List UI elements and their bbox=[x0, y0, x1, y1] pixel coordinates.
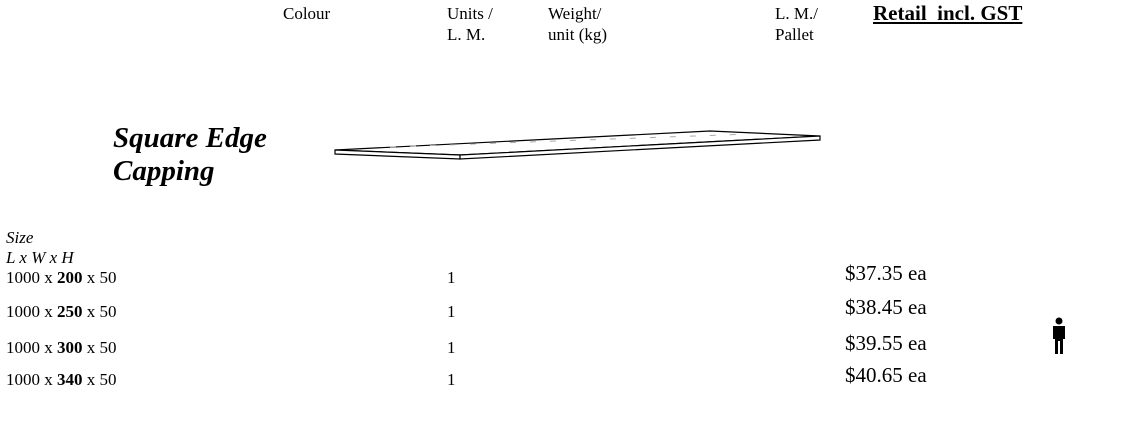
size-part: 250 bbox=[57, 302, 83, 321]
size-part: 1000 x bbox=[6, 338, 57, 357]
header-pallet: L. M./ bbox=[775, 4, 818, 23]
size-part: x 50 bbox=[82, 370, 117, 389]
size-part: x 50 bbox=[82, 338, 117, 357]
size-part: x 50 bbox=[82, 302, 117, 321]
size-part: 300 bbox=[57, 338, 83, 357]
person-icon bbox=[1053, 317, 1065, 354]
header-units: Units / bbox=[447, 4, 493, 23]
product-drawing bbox=[334, 130, 821, 160]
header-colour: Colour bbox=[283, 4, 331, 23]
header-pallet: Pallet bbox=[775, 25, 814, 44]
price: $37.35 ea bbox=[845, 261, 927, 285]
header-units: L. M. bbox=[447, 25, 486, 44]
units: 1 bbox=[447, 370, 456, 389]
size: 1000 x 200 x 50 bbox=[6, 268, 117, 287]
product-title: Square Edge bbox=[113, 122, 267, 154]
header-weight: Weight/ bbox=[548, 4, 602, 23]
size-part: 340 bbox=[57, 370, 83, 389]
size-part: 1000 x bbox=[6, 268, 57, 287]
size-part: 200 bbox=[57, 268, 83, 287]
price: $39.55 ea bbox=[845, 331, 927, 355]
size: 1000 x 250 x 50 bbox=[6, 302, 117, 321]
price: $40.65 ea bbox=[845, 363, 927, 387]
size-label: Size bbox=[6, 228, 34, 247]
size-label: L x W x H bbox=[6, 248, 74, 267]
price: $38.45 ea bbox=[845, 295, 927, 319]
size: 1000 x 300 x 50 bbox=[6, 338, 117, 357]
units: 1 bbox=[447, 268, 456, 287]
product-title: Capping bbox=[113, 155, 215, 187]
units: 1 bbox=[447, 302, 456, 321]
size-part: 1000 x bbox=[6, 370, 57, 389]
header-weight: unit (kg) bbox=[548, 25, 608, 44]
size-part: x 50 bbox=[82, 268, 117, 287]
size: 1000 x 340 x 50 bbox=[6, 370, 117, 389]
size-part: 1000 x bbox=[6, 302, 57, 321]
header-retail: Retail incl. GST bbox=[873, 1, 1023, 25]
units: 1 bbox=[447, 338, 456, 357]
